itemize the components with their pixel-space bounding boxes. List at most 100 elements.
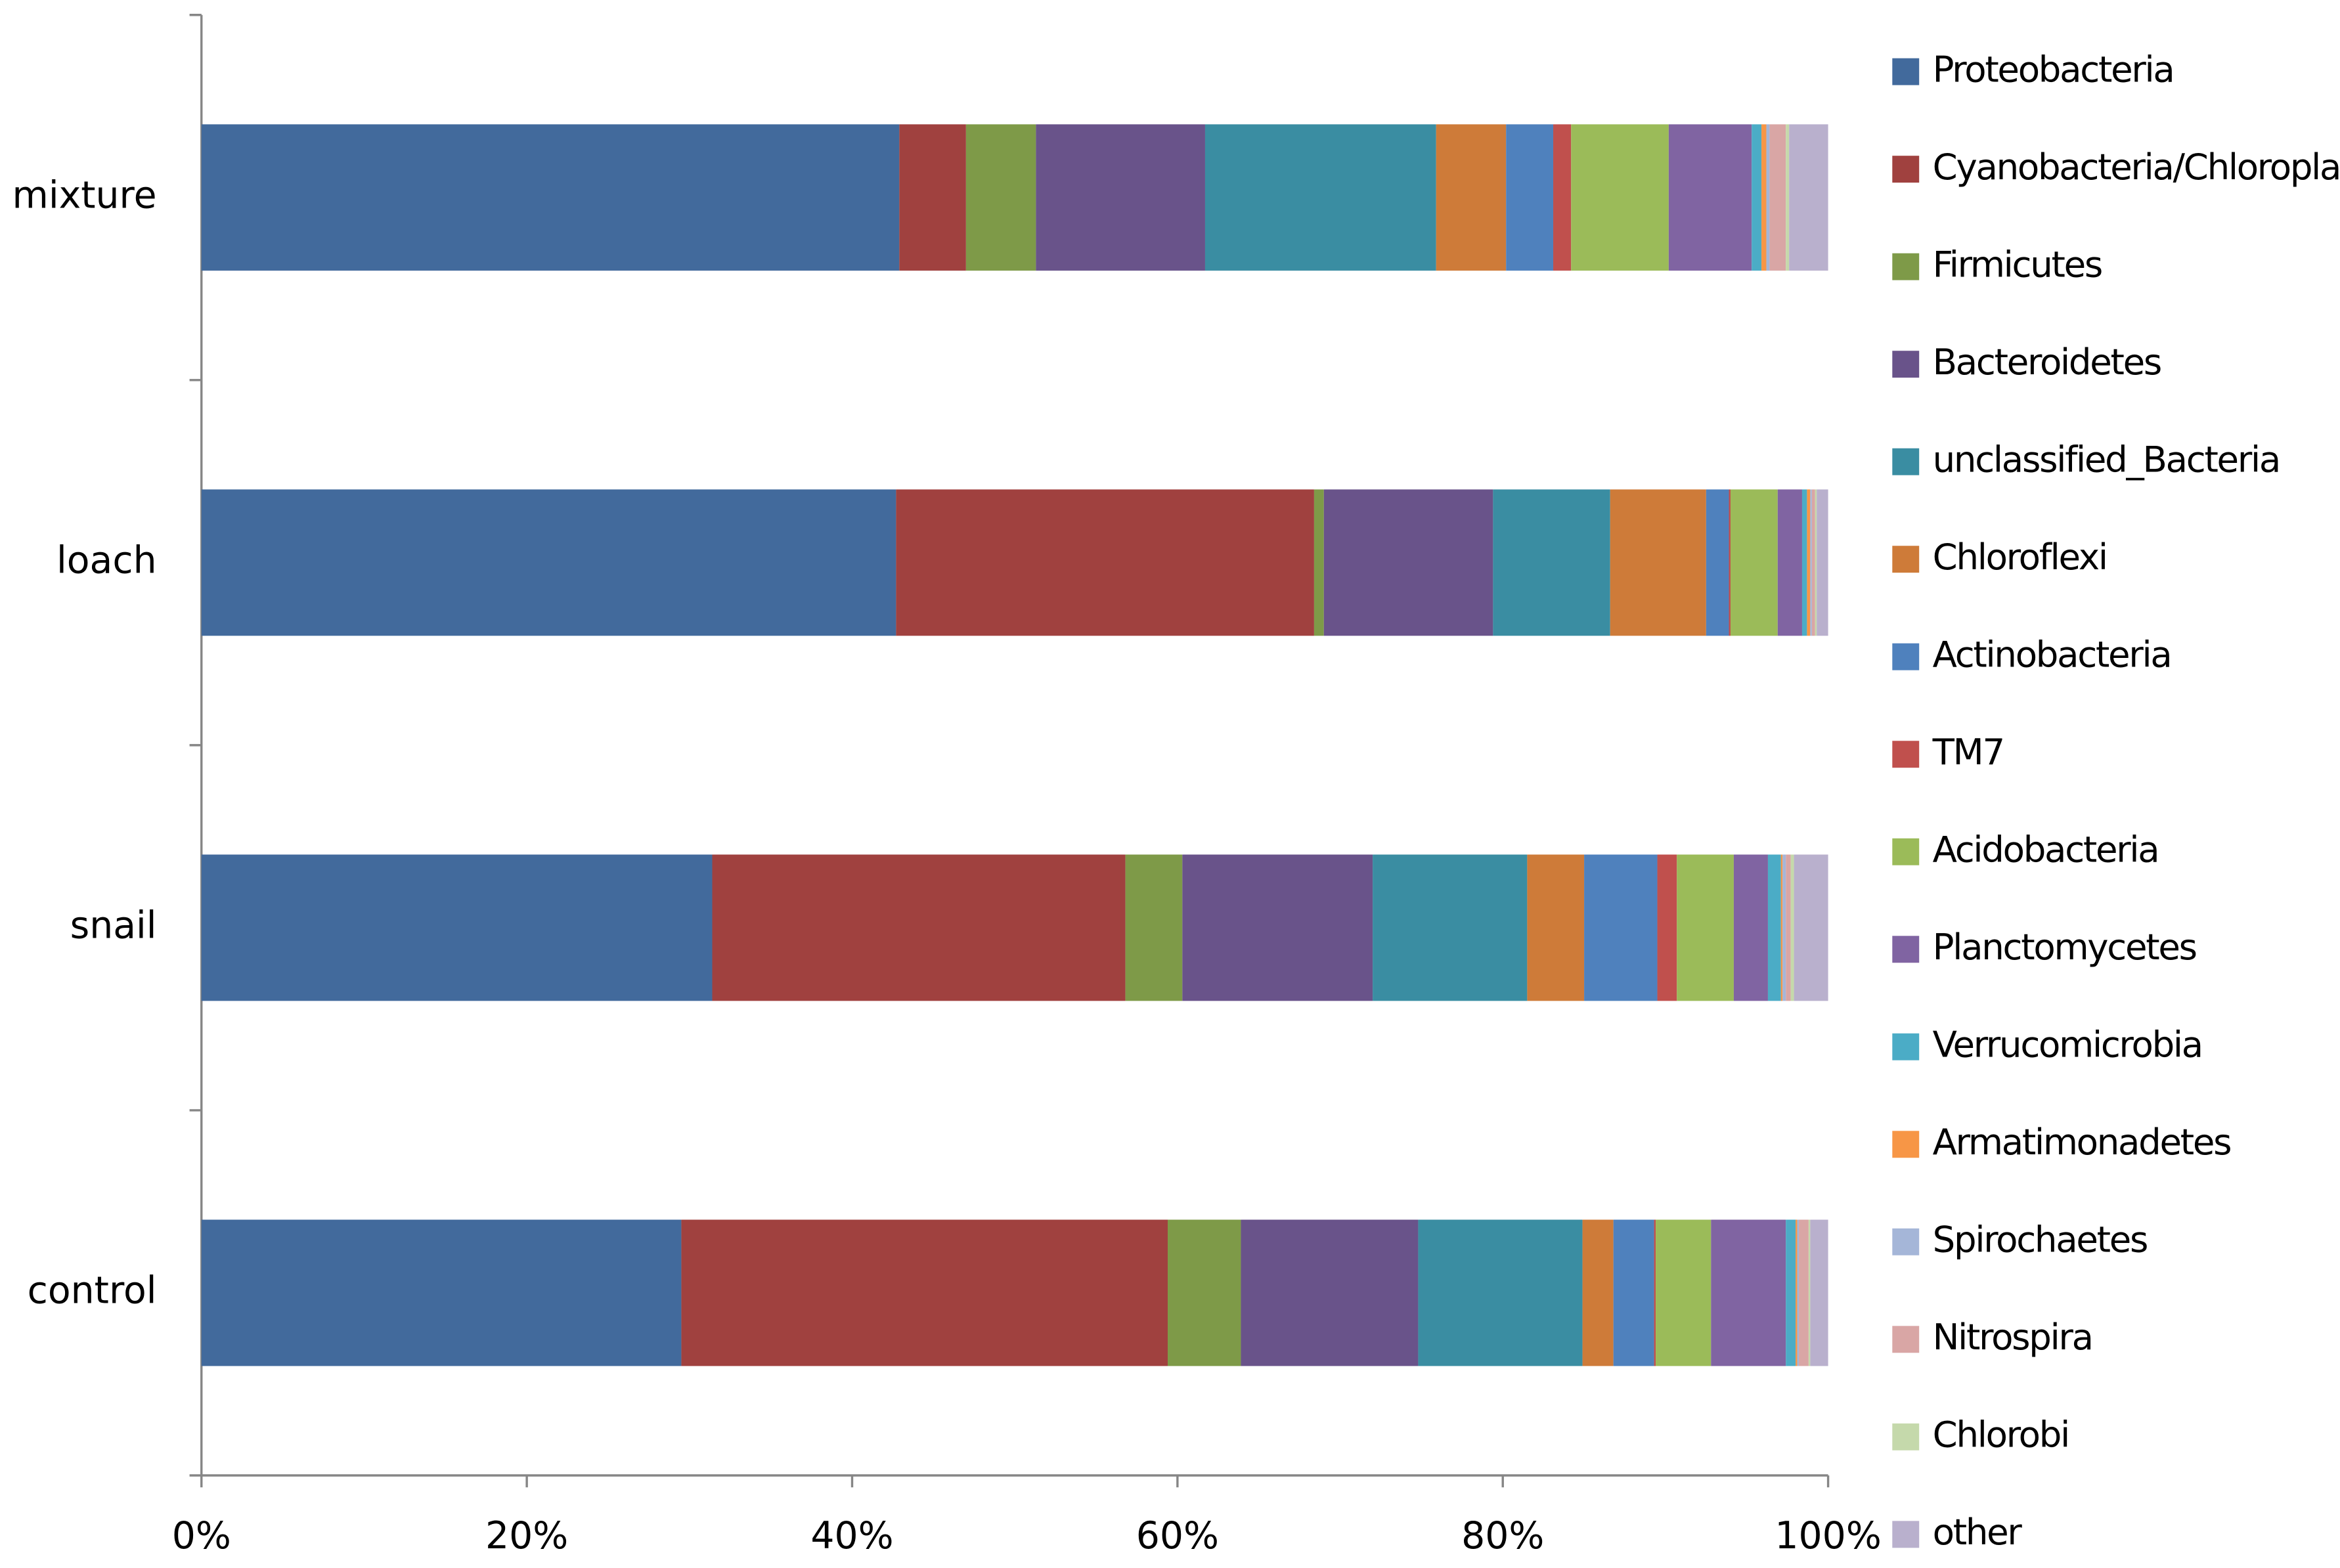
legend-swatch (1892, 936, 1920, 963)
x-tick-label: 100% (1775, 1514, 1881, 1557)
bar-segment (965, 124, 1036, 271)
legend-label: Firmicutes (1933, 243, 2102, 285)
bar-segment (1654, 1219, 1656, 1366)
legend-label: Proteobacteria (1933, 48, 2174, 90)
bar-segment (1204, 124, 1436, 271)
bar-segment (1810, 489, 1812, 636)
legend-swatch (1892, 58, 1920, 85)
bar-segment (1613, 1219, 1654, 1366)
bar-segment (1677, 854, 1734, 1001)
y-tick-label: mixture (12, 173, 157, 217)
bar-segment (1323, 489, 1493, 636)
bar-segment (1810, 1219, 1828, 1366)
x-tick-label: 80% (1461, 1514, 1544, 1557)
bar-segment (1729, 489, 1731, 636)
legend-label: Actinobacteria (1933, 633, 2171, 675)
bar-segment (1730, 489, 1778, 636)
x-tick-label: 60% (1136, 1514, 1219, 1557)
bar-segment (1808, 1219, 1811, 1366)
bar-segment (1527, 854, 1585, 1001)
legend-label: Acidobacteria (1933, 828, 2159, 870)
legend-label: Chloroflexi (1933, 536, 2107, 578)
x-tick-label: 20% (485, 1514, 568, 1557)
bar-segment (1782, 854, 1786, 1001)
bar-segment (1789, 124, 1828, 271)
bar-segment (1815, 489, 1817, 636)
legend-swatch (1892, 643, 1920, 670)
y-tick-label: control (28, 1269, 157, 1313)
bar-segment (1769, 124, 1786, 271)
bar-segment (1373, 854, 1528, 1001)
bar-segment (1582, 1219, 1614, 1366)
bar-segment (1506, 124, 1554, 271)
legend-label: Nitrospira (1933, 1316, 2092, 1358)
legend-swatch (1892, 448, 1920, 475)
bar-segment (1493, 489, 1610, 636)
bar-segment (1786, 854, 1791, 1001)
legend-label: Verrucomicrobia (1933, 1023, 2202, 1065)
bar-segment (899, 124, 966, 271)
legend-swatch (1892, 1521, 1920, 1548)
bar-segment (1125, 854, 1183, 1001)
bar-segment (1817, 489, 1828, 636)
bar-segment (1182, 854, 1373, 1001)
bar-segment (1668, 124, 1752, 271)
bar-segment (201, 854, 713, 1001)
bar-segment (1794, 854, 1828, 1001)
bar-segment (712, 854, 1126, 1001)
y-axis (189, 14, 203, 1477)
bar-segment (1418, 1219, 1583, 1366)
bar-segment (1766, 124, 1770, 271)
legend-swatch (1892, 1228, 1920, 1255)
legend-swatch (1892, 838, 1920, 865)
bar-segment (1571, 124, 1669, 271)
bar-segment (201, 124, 900, 271)
bar-segment (1799, 1219, 1809, 1366)
legend-swatch (1892, 253, 1920, 280)
legend-label: TM7 (1932, 731, 2004, 773)
bar-segment (1767, 854, 1781, 1001)
legend-label: Chlorobi (1933, 1413, 2069, 1455)
bar-segment (201, 1219, 682, 1366)
x-tick-label: 0% (172, 1514, 231, 1557)
bar-segment (201, 489, 896, 636)
legend-label: other (1933, 1511, 2023, 1553)
bar-segment (1797, 1219, 1799, 1366)
bar-segment (1584, 854, 1658, 1001)
legend-label: Planctomycetes (1933, 926, 2196, 968)
bar-segment (1706, 489, 1729, 636)
legend-label: Armatimonadetes (1933, 1121, 2231, 1163)
x-tick-label: 40% (810, 1514, 893, 1557)
legend-label: Cyanobacteria/Chloroplast (1933, 146, 2340, 188)
legend-swatch (1892, 1326, 1920, 1353)
bar-segment (1796, 1219, 1798, 1366)
y-tick-label: snail (70, 904, 157, 947)
legend-swatch (1892, 1131, 1920, 1158)
bar-segment (1786, 124, 1790, 271)
legend-swatch (1892, 1423, 1920, 1450)
legend-swatch (1892, 351, 1920, 378)
bar-segment (1436, 124, 1507, 271)
bar-segment (1801, 489, 1807, 636)
y-tick-label: loach (56, 538, 157, 582)
bar-segment (1656, 1219, 1711, 1366)
bar-segment (1780, 854, 1783, 1001)
legend-label: unclassified_Bacteria (1933, 438, 2280, 480)
bar-segment (1777, 489, 1802, 636)
legend-swatch (1892, 1033, 1920, 1060)
bar-segment (681, 1219, 1168, 1366)
bar-segment (1811, 489, 1815, 636)
bar-segment (1761, 124, 1767, 271)
legend-swatch (1892, 741, 1920, 768)
legend-swatch (1892, 156, 1920, 183)
bar-segment (896, 489, 1314, 636)
bar-segment (1711, 1219, 1786, 1366)
bar-segment (1807, 489, 1811, 636)
bar-segment (1036, 124, 1205, 271)
bar-segment (1313, 489, 1324, 636)
bar-segment (1657, 854, 1677, 1001)
bar-segment (1241, 1219, 1419, 1366)
bar-segment (1790, 854, 1794, 1001)
bar-segment (1752, 124, 1762, 271)
